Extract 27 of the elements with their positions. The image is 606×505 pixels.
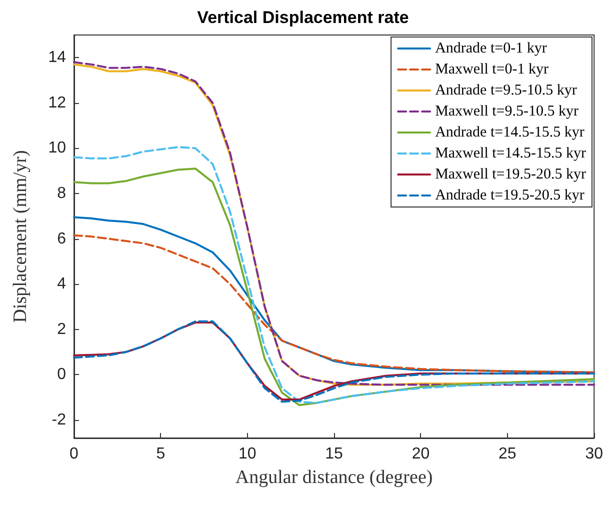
x-tick-label: 20 — [412, 446, 430, 462]
y-tick-label: 2 — [57, 320, 66, 338]
y-tick-label: 6 — [57, 230, 66, 248]
y-tick-label: 0 — [57, 366, 66, 384]
x-tick-label: 15 — [325, 446, 344, 462]
legend-label: Maxwell t=9.5-10.5 kyr — [435, 104, 579, 120]
legend-label: Maxwell t=14.5-15.5 kyr — [435, 146, 586, 162]
legend-label: Andrade t=9.5-10.5 kyr — [435, 82, 577, 98]
x-tick-label: 5 — [156, 446, 166, 462]
y-axis-title: Displacement (mm/yr) — [10, 150, 31, 323]
legend-label: Andrade t=19.5-20.5 kyr — [435, 188, 584, 204]
chart-title: Vertical Displacement rate — [197, 8, 409, 27]
y-tick-label: -2 — [52, 411, 66, 428]
y-tick-label: 8 — [57, 184, 66, 202]
y-tick-label: 12 — [48, 94, 66, 112]
x-tick-label: 0 — [70, 446, 79, 462]
legend-label: Maxwell t=19.5-20.5 kyr — [435, 166, 586, 182]
legend-label: Andrade t=14.5-15.5 kyr — [435, 124, 584, 140]
x-tick-label: 25 — [498, 446, 516, 462]
y-tick-label: 14 — [48, 49, 66, 66]
x-tick-label: 30 — [585, 446, 604, 462]
y-tick-label: 10 — [48, 140, 66, 157]
legend-label: Maxwell t=0-1 kyr — [435, 62, 549, 78]
x-axis-title: Angular distance (degree) — [235, 467, 433, 488]
legend-label: Andrade t=0-1 kyr — [435, 40, 547, 56]
y-tick-label: 4 — [57, 276, 66, 293]
x-tick-label: 10 — [238, 446, 256, 462]
